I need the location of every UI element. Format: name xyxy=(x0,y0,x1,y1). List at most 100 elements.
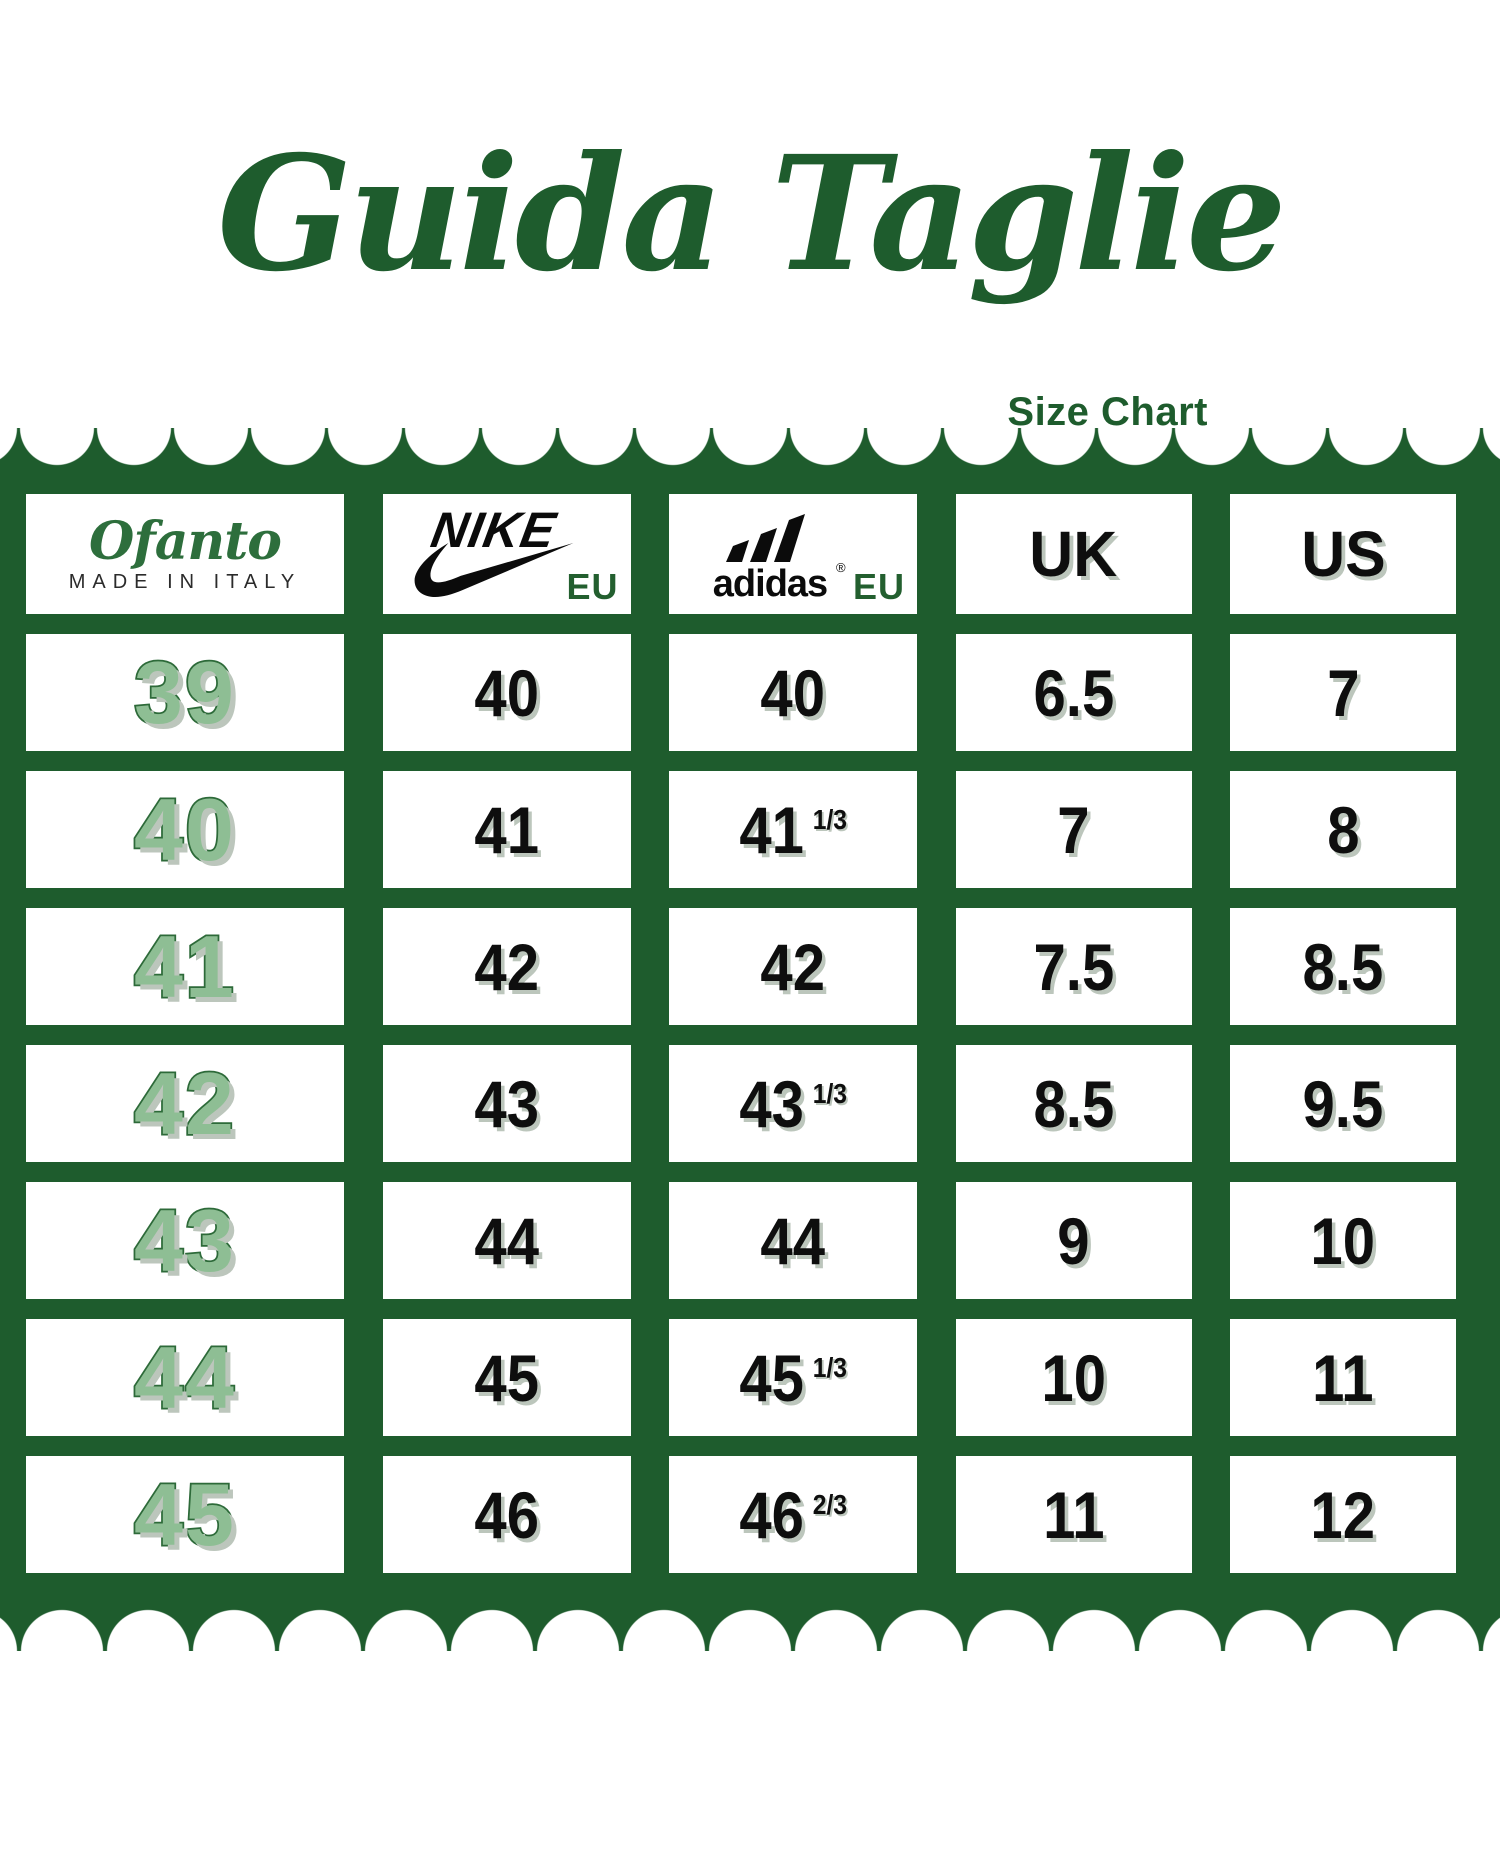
adidas-size-value: 45 1/3 xyxy=(739,1340,847,1415)
us-size-value: 9.5 xyxy=(1302,1066,1384,1141)
adidas-size-value: 44 xyxy=(760,1203,826,1278)
ofanto-size-cell: 43 xyxy=(26,1182,344,1299)
header-cell-us: US xyxy=(1230,494,1456,614)
us-size-cell: 12 xyxy=(1230,1456,1456,1573)
size-chart-panel: Ofanto MADE IN ITALY NIKE EU xyxy=(0,428,1500,1651)
nike-size-cell: 43 xyxy=(382,1045,631,1162)
uk-size-cell: 9 xyxy=(955,1182,1192,1299)
adidas-size-fraction: 1/3 xyxy=(812,1077,847,1109)
us-size-cell: 8.5 xyxy=(1230,908,1456,1025)
adidas-size-fraction: 2/3 xyxy=(812,1488,847,1520)
nike-size-value: 45 xyxy=(474,1340,539,1415)
adidas-size-cell: 41 1/3 xyxy=(669,771,917,888)
uk-size-value: 8.5 xyxy=(1033,1066,1114,1141)
scallop-bottom-edge xyxy=(0,1609,1500,1651)
nike-size-value: 46 xyxy=(474,1477,539,1552)
size-table: Ofanto MADE IN ITALY NIKE EU xyxy=(26,494,1456,1573)
ofanto-size-value: 42 xyxy=(132,1053,236,1153)
uk-size-cell: 7.5 xyxy=(955,908,1192,1025)
nike-size-value: 42 xyxy=(474,929,539,1004)
header-cell-nike: NIKE EU xyxy=(382,494,631,614)
us-size-value: 7 xyxy=(1326,655,1360,730)
nike-size-cell: 40 xyxy=(382,634,631,751)
uk-size-value: 9 xyxy=(1057,1203,1090,1278)
nike-size-cell: 42 xyxy=(382,908,631,1025)
adidas-size-value: 40 xyxy=(760,655,826,730)
adidas-size-value: 42 xyxy=(760,929,826,1004)
nike-wordmark: NIKE xyxy=(426,502,561,558)
ofanto-size-value: 45 xyxy=(132,1464,236,1564)
us-size-cell: 9.5 xyxy=(1230,1045,1456,1162)
adidas-size-fraction: 1/3 xyxy=(812,1351,847,1383)
ofanto-brand-name: Ofanto xyxy=(89,511,282,572)
nike-size-value: 41 xyxy=(474,792,539,867)
adidas-size-cell: 45 1/3 xyxy=(669,1319,917,1436)
us-size-value: 12 xyxy=(1310,1477,1376,1552)
uk-size-value: 10 xyxy=(1041,1340,1106,1415)
header-cell-ofanto: Ofanto MADE IN ITALY xyxy=(26,494,344,614)
ofanto-size-value: 41 xyxy=(132,916,236,1016)
header-cell-adidas: adidas ® EU xyxy=(669,494,917,614)
adidas-size-cell: 46 2/3 xyxy=(669,1456,917,1573)
header-cell-uk: UK xyxy=(955,494,1192,614)
us-size-cell: 11 xyxy=(1230,1319,1456,1436)
nike-size-value: 43 xyxy=(474,1066,539,1141)
uk-size-value: 11 xyxy=(1042,1477,1105,1552)
us-size-value: 8 xyxy=(1326,792,1360,867)
nike-eu-label: EU xyxy=(566,566,619,607)
adidas-size-cell: 42 xyxy=(669,908,917,1025)
us-size-value: 11 xyxy=(1312,1340,1374,1415)
nike-size-value: 40 xyxy=(474,655,539,730)
ofanto-size-value: 39 xyxy=(132,642,236,742)
adidas-size-value: 46 2/3 xyxy=(739,1477,847,1552)
uk-size-value: 6.5 xyxy=(1033,655,1114,730)
adidas-size-cell: 44 xyxy=(669,1182,917,1299)
ofanto-logo: Ofanto MADE IN ITALY xyxy=(68,511,302,593)
us-size-cell: 7 xyxy=(1230,634,1456,751)
uk-size-cell: 6.5 xyxy=(955,634,1192,751)
page-subtitle: Size Chart xyxy=(1007,390,1208,434)
nike-logo-icon: NIKE xyxy=(394,502,594,597)
adidas-reg-mark: ® xyxy=(836,560,846,575)
panel-body: Ofanto MADE IN ITALY NIKE EU xyxy=(0,468,1500,1609)
ofanto-size-cell: 39 xyxy=(26,634,344,751)
ofanto-size-value: 43 xyxy=(132,1190,236,1290)
us-size-cell: 8 xyxy=(1230,771,1456,888)
us-size-value: 8.5 xyxy=(1302,929,1384,1004)
adidas-logo-icon: adidas ® xyxy=(713,514,846,602)
adidas-eu-label: EU xyxy=(852,566,905,607)
uk-size-cell: 8.5 xyxy=(955,1045,1192,1162)
nike-size-cell: 45 xyxy=(382,1319,631,1436)
uk-size-cell: 7 xyxy=(955,771,1192,888)
uk-size-value: 7 xyxy=(1057,792,1090,867)
nike-swoosh-icon xyxy=(414,543,573,597)
ofanto-tagline: MADE IN ITALY xyxy=(68,571,302,593)
uk-column-label: UK xyxy=(1029,518,1118,590)
ofanto-size-value: 40 xyxy=(132,779,236,879)
us-size-cell: 10 xyxy=(1230,1182,1456,1299)
uk-size-cell: 10 xyxy=(955,1319,1192,1436)
ofanto-size-value: 44 xyxy=(132,1327,236,1427)
nike-size-value: 44 xyxy=(474,1203,539,1278)
us-size-value: 10 xyxy=(1310,1203,1376,1278)
us-column-label: US xyxy=(1300,518,1386,590)
page-title: Guida Taglie xyxy=(217,122,1287,307)
nike-size-cell: 44 xyxy=(382,1182,631,1299)
adidas-size-cell: 43 1/3 xyxy=(669,1045,917,1162)
adidas-size-cell: 40 xyxy=(669,634,917,751)
ofanto-size-cell: 42 xyxy=(26,1045,344,1162)
scallop-top-edge xyxy=(0,428,1500,468)
nike-size-cell: 41 xyxy=(382,771,631,888)
adidas-size-value: 41 1/3 xyxy=(739,792,847,867)
adidas-size-value: 43 1/3 xyxy=(739,1066,847,1141)
ofanto-size-cell: 41 xyxy=(26,908,344,1025)
adidas-size-fraction: 1/3 xyxy=(812,803,847,835)
nike-size-cell: 46 xyxy=(382,1456,631,1573)
ofanto-size-cell: 45 xyxy=(26,1456,344,1573)
adidas-wordmark: adidas xyxy=(713,563,827,602)
ofanto-size-cell: 40 xyxy=(26,771,344,888)
uk-size-cell: 11 xyxy=(955,1456,1192,1573)
ofanto-size-cell: 44 xyxy=(26,1319,344,1436)
uk-size-value: 7.5 xyxy=(1033,929,1114,1004)
